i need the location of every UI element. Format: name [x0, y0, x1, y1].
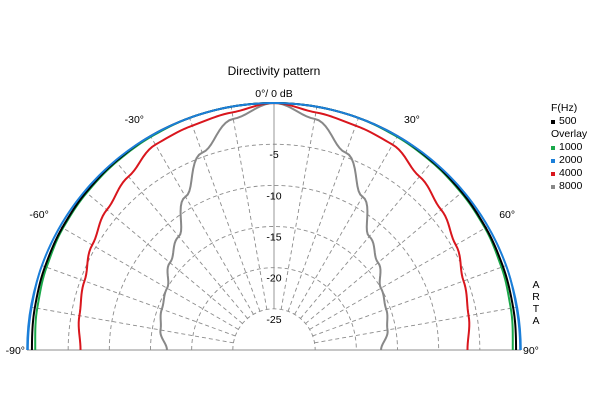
top-label: 0°/ 0 dB: [255, 88, 292, 100]
grid-spoke: [84, 190, 243, 324]
radial-tick-label: -20: [266, 273, 281, 285]
grid-spoke: [41, 265, 236, 337]
angle-tick-label: 90°: [523, 345, 539, 357]
watermark-letter: A: [532, 315, 540, 327]
legend: F(Hz) 500 Overlay 1000 2000 4000 8000: [551, 102, 597, 193]
legend-swatch-4000: [551, 171, 555, 176]
legend-item-2000: 2000: [551, 154, 597, 167]
legend-item-500: 500: [551, 115, 597, 128]
grid-spoke: [189, 117, 261, 312]
grid-spoke: [309, 226, 489, 330]
legend-header: F(Hz): [551, 102, 578, 114]
grid-spoke: [300, 160, 434, 319]
watermark-letter: R: [532, 291, 540, 303]
legend-item-1000: 1000: [551, 141, 597, 154]
angle-tick-label: -90°: [6, 345, 25, 357]
watermark-letter: A: [532, 279, 540, 291]
grid-spoke: [312, 265, 507, 337]
legend-swatch-1000: [551, 145, 555, 150]
legend-swatch-500: [551, 119, 555, 124]
grid-spoke: [305, 190, 464, 324]
grid-spoke: [287, 117, 359, 312]
chart-title: Directivity pattern: [228, 64, 321, 78]
angle-tick-label: 30°: [404, 114, 420, 126]
grid-spoke: [230, 106, 268, 310]
legend-item-8000: 8000: [551, 180, 597, 193]
grid-arc: [108, 184, 440, 351]
angle-tick-label: -30°: [125, 114, 144, 126]
angle-tick-label: -60°: [29, 209, 48, 221]
grid-spoke: [280, 106, 318, 310]
radial-tick-label: -5: [269, 149, 278, 161]
tick-labels: 0°/ 0 dB -5 -10 -15 -20 -25 -90° -60° -30° 30° 60°…: [6, 88, 539, 357]
watermark-letter: T: [532, 303, 540, 315]
legend-overlay-header: Overlay: [551, 128, 588, 140]
radial-tick-label: -15: [266, 232, 281, 244]
legend-label-1000: 1000: [559, 141, 583, 153]
legend-label-8000: 8000: [559, 180, 583, 192]
grid-spoke: [294, 135, 398, 315]
legend-swatch-8000: [551, 184, 555, 189]
grid-spoke: [314, 306, 518, 344]
legend-label-4000: 4000: [559, 167, 583, 179]
grid-spoke: [150, 135, 254, 315]
grid-spoke: [59, 226, 239, 330]
legend-item-4000: 4000: [551, 167, 597, 180]
angle-tick-label: 60°: [499, 209, 515, 221]
legend-label-500: 500: [559, 115, 577, 127]
radial-tick-label: -10: [266, 190, 281, 202]
legend-label-2000: 2000: [559, 154, 583, 166]
grid-arc: [232, 308, 316, 351]
radial-tick-label: -25: [266, 314, 281, 326]
legend-swatch-2000: [551, 158, 555, 163]
series-line-2000: [26, 102, 522, 351]
arta-watermark: A R T A: [529, 279, 543, 327]
series-layer: [26, 102, 522, 351]
grid-spoke: [114, 160, 248, 319]
grid-spoke: [30, 306, 234, 344]
